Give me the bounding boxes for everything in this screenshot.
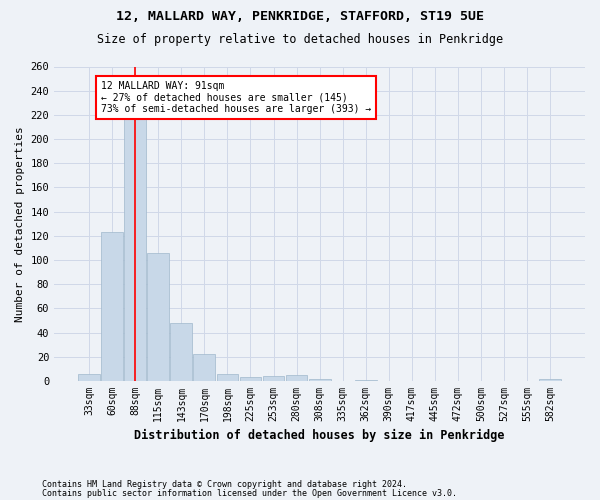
Text: Size of property relative to detached houses in Penkridge: Size of property relative to detached ho… (97, 32, 503, 46)
Text: 12, MALLARD WAY, PENKRIDGE, STAFFORD, ST19 5UE: 12, MALLARD WAY, PENKRIDGE, STAFFORD, ST… (116, 10, 484, 23)
Bar (101, 232, 123, 381)
Bar (217, 374, 238, 381)
Text: 12 MALLARD WAY: 91sqm
← 27% of detached houses are smaller (145)
73% of semi-det: 12 MALLARD WAY: 91sqm ← 27% of detached … (101, 81, 371, 114)
Bar (124, 118, 146, 381)
Bar (193, 354, 215, 381)
Text: Contains HM Land Registry data © Crown copyright and database right 2024.: Contains HM Land Registry data © Crown c… (42, 480, 407, 489)
Bar (170, 323, 193, 381)
Bar (355, 380, 377, 381)
Bar (263, 376, 284, 381)
Bar (539, 378, 561, 381)
Text: Contains public sector information licensed under the Open Government Licence v3: Contains public sector information licen… (42, 490, 457, 498)
Bar (286, 375, 307, 381)
Y-axis label: Number of detached properties: Number of detached properties (15, 126, 25, 322)
Bar (239, 378, 262, 381)
Bar (308, 378, 331, 381)
Bar (148, 253, 169, 381)
Bar (78, 374, 100, 381)
X-axis label: Distribution of detached houses by size in Penkridge: Distribution of detached houses by size … (134, 430, 505, 442)
